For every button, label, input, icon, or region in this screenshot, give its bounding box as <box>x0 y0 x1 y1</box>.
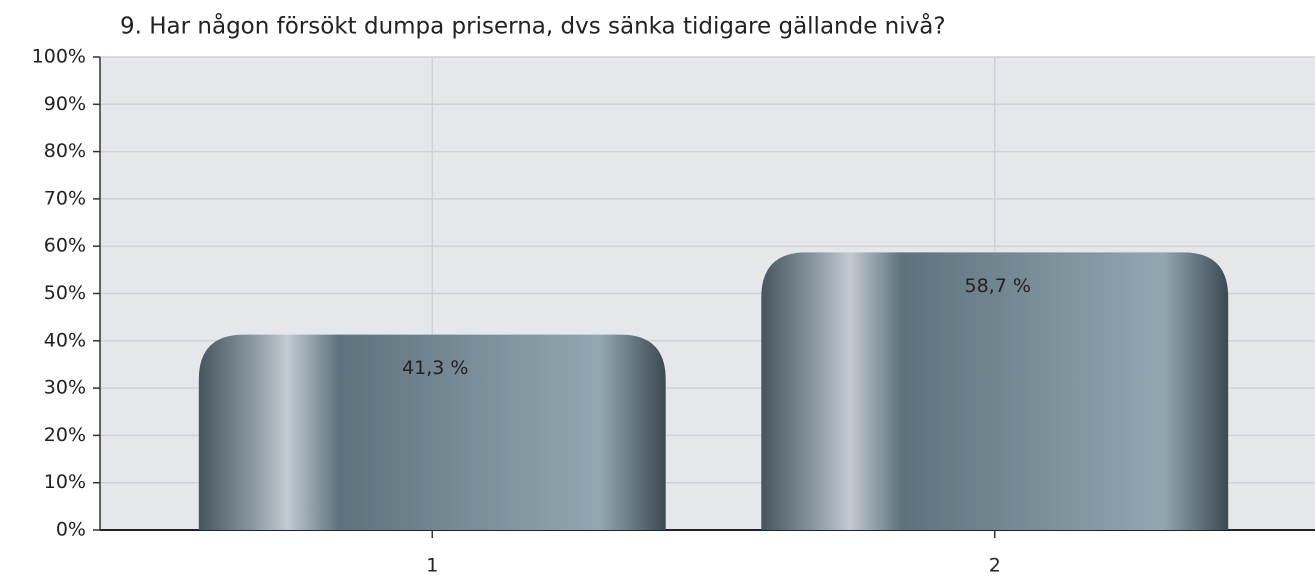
value-label: 41,3 % <box>402 357 468 379</box>
y-tick-label: 20% <box>44 424 86 446</box>
x-tick-label: 2 <box>989 555 1001 577</box>
value-label: 58,7 % <box>965 275 1031 297</box>
bar <box>198 334 666 530</box>
y-tick-label: 10% <box>44 471 86 493</box>
bar <box>761 252 1229 530</box>
y-tick-label: 30% <box>44 377 86 399</box>
chart-title: 9. Har någon försökt dumpa priserna, dvs… <box>120 12 946 40</box>
x-tick-label: 1 <box>426 555 438 577</box>
y-tick-label: 40% <box>44 329 86 351</box>
y-tick-label: 50% <box>44 282 86 304</box>
y-tick-label: 100% <box>32 46 86 68</box>
y-tick-label: 80% <box>44 140 86 162</box>
y-tick-label: 60% <box>44 235 86 257</box>
y-tick-label: 0% <box>56 519 86 541</box>
y-tick-label: 90% <box>44 93 86 115</box>
y-tick-label: 70% <box>44 187 86 209</box>
